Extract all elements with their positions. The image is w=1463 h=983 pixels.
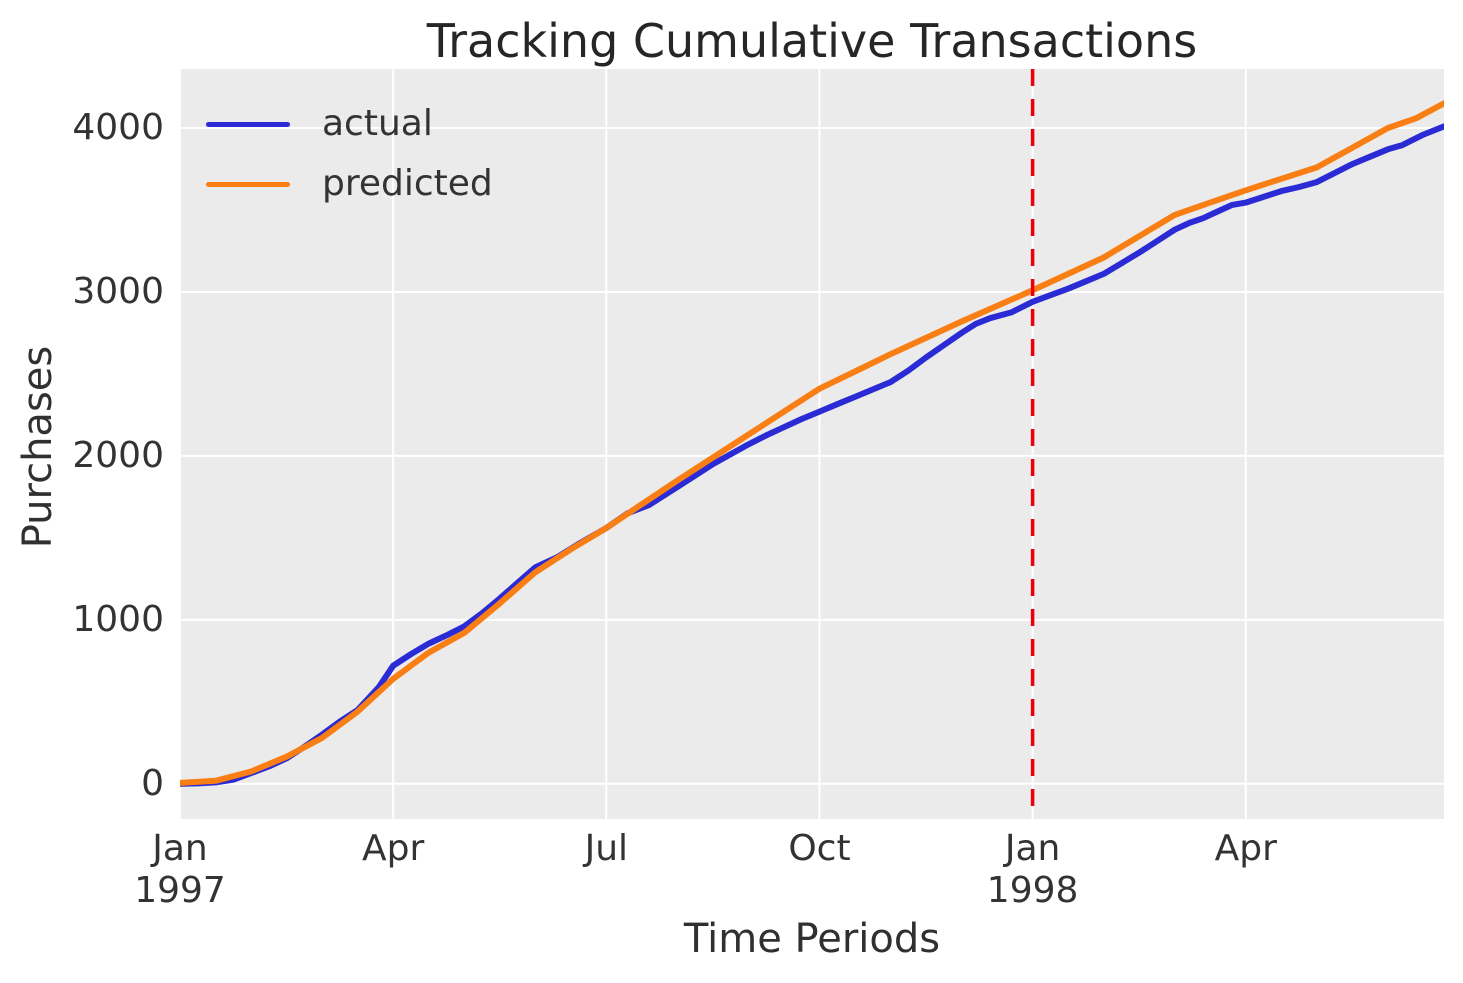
- y-tick-label: 3000: [72, 270, 164, 312]
- legend: actual predicted: [206, 94, 493, 214]
- legend-swatch-actual: [206, 121, 290, 127]
- x-tick-sublabel: 1997: [134, 870, 226, 912]
- y-tick-label: 0: [141, 762, 164, 804]
- legend-item-actual: actual: [206, 94, 493, 154]
- x-tick-sublabel: 1998: [986, 870, 1079, 912]
- x-tick-label: Jan 1997: [80, 828, 280, 913]
- x-tick-label: Jul: [584, 828, 629, 869]
- chart-title: Tracking Cumulative Transactions: [426, 14, 1198, 68]
- y-tick-label: 1000: [72, 598, 164, 640]
- x-axis-label: Time Periods: [683, 916, 941, 962]
- x-tick-label: Jan 1998: [933, 828, 1133, 913]
- x-tick-label: Apr: [362, 828, 425, 869]
- legend-item-predicted: predicted: [206, 154, 493, 214]
- legend-label-actual: actual: [322, 103, 433, 144]
- x-tick-label: Oct: [788, 828, 851, 869]
- y-tick-label: 2000: [72, 434, 164, 476]
- y-tick-label: 4000: [72, 107, 164, 149]
- predicted-line: [180, 100, 1444, 786]
- legend-label-predicted: predicted: [322, 163, 493, 204]
- legend-swatch-predicted: [206, 181, 290, 187]
- x-tick-label: Apr: [1214, 828, 1277, 869]
- actual-line: [180, 123, 1444, 787]
